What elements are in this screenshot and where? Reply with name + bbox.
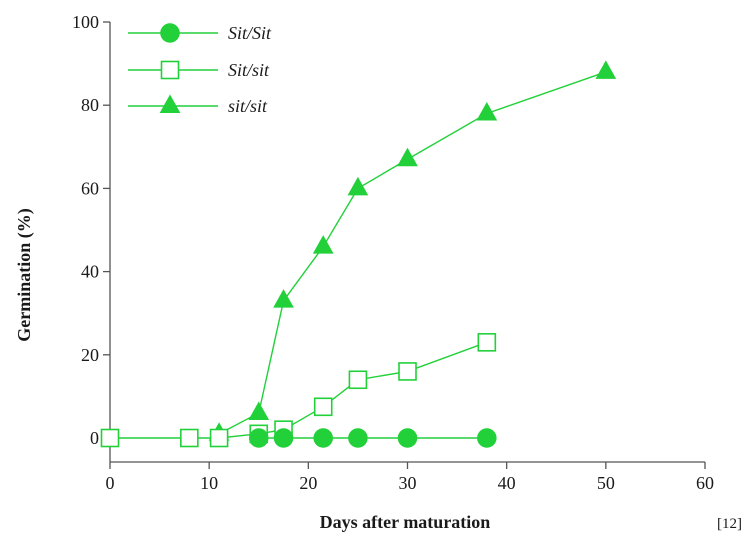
data-point [313, 428, 333, 448]
x-tick-label: 40 [498, 473, 516, 493]
legend-item-2: sit/sit [128, 94, 268, 116]
legend-label: Sit/Sit [228, 23, 272, 43]
series-sit-sit-0 [249, 428, 497, 448]
y-tick-label: 60 [81, 178, 99, 198]
data-point [477, 428, 497, 448]
data-point [347, 176, 369, 196]
legend-label: Sit/sit [228, 60, 270, 80]
data-point [595, 60, 617, 79]
series-line [218, 71, 607, 435]
x-tick-label: 60 [696, 473, 714, 493]
axes: 0 10 20 30 40 50 60 0 20 40 60 80 100 [72, 12, 714, 493]
data-point [100, 428, 120, 448]
x-tick-label: 50 [597, 473, 615, 493]
y-tick-label: 80 [81, 95, 99, 115]
y-tick-label: 40 [81, 262, 99, 282]
y-tick-label: 0 [90, 428, 99, 448]
y-tick-label: 20 [81, 345, 99, 365]
legend-item-1: Sit/sit [128, 60, 270, 80]
legend-item-0: Sit/Sit [128, 23, 272, 43]
x-tick-label: 0 [106, 473, 115, 493]
data-point [397, 428, 418, 448]
data-point [313, 397, 333, 417]
data-point [273, 428, 294, 448]
data-point [348, 370, 368, 390]
data-point [248, 401, 270, 420]
series-layer [100, 60, 617, 448]
x-tick-label: 20 [299, 473, 317, 493]
data-point [476, 101, 498, 121]
series-sit-sit-2 [208, 60, 617, 441]
x-tick-label: 30 [399, 473, 417, 493]
data-point [477, 333, 497, 352]
x-tick-label: 10 [200, 473, 218, 493]
data-point [397, 147, 418, 167]
data-point [209, 428, 229, 448]
x-axis-title: Days after maturation [320, 512, 491, 532]
data-point [312, 235, 334, 254]
reference-label: [12] [717, 516, 742, 532]
legend-marker [160, 60, 180, 80]
legend-marker [159, 94, 181, 113]
data-point [398, 362, 417, 381]
data-point [180, 428, 199, 448]
series-line [110, 341, 488, 439]
y-axis-title: Germination (%) [14, 208, 35, 341]
legend-marker [160, 23, 180, 43]
data-point [348, 428, 368, 448]
series-sit-sit-1 [100, 333, 497, 448]
legend: Sit/Sit Sit/sit sit/sit [128, 23, 272, 116]
y-tick-label: 100 [72, 12, 99, 32]
data-point [273, 289, 294, 308]
legend-label: sit/sit [228, 96, 268, 116]
data-point [249, 428, 269, 448]
